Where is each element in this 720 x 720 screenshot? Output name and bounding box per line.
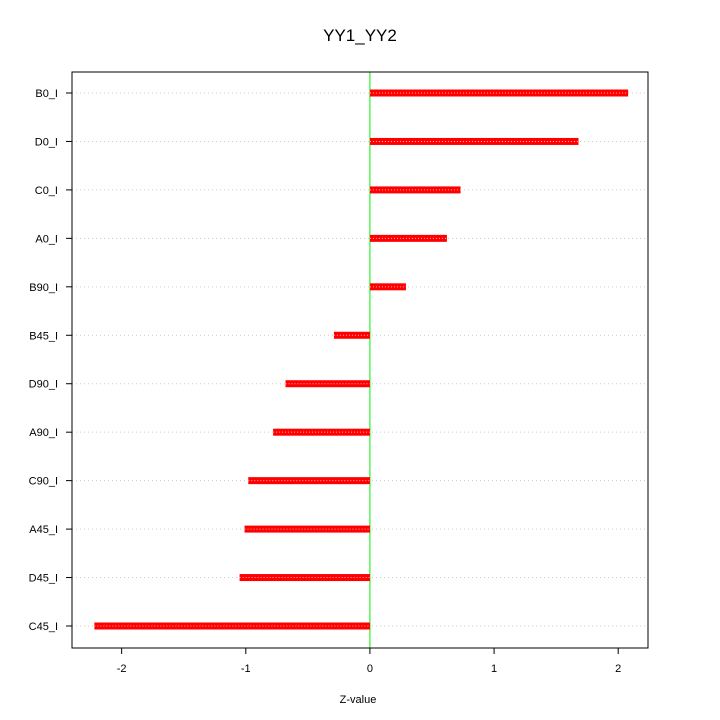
bar-c45-i xyxy=(94,622,370,630)
x-axis: -2 -1 0 1 2 xyxy=(117,648,621,675)
y-axis: B0_I D0_I C0_I A0_I B90_I B45_I D90_I A90_I C90_… xyxy=(29,88,72,633)
x-tick-label: 2 xyxy=(615,663,621,675)
y-tick-label: B45_I xyxy=(29,330,58,342)
plot-frame xyxy=(71,71,649,649)
x-tick-label: -2 xyxy=(117,663,127,675)
y-tick-label: A90_I xyxy=(29,427,58,439)
y-tick-label: D0_I xyxy=(35,136,58,148)
y-tick-label: A45_I xyxy=(29,524,58,536)
bar-a0-i xyxy=(369,234,447,242)
bars xyxy=(94,89,629,630)
bar-a45-i xyxy=(244,525,370,533)
x-axis-title: Z-value xyxy=(340,694,377,706)
bar-d45-i xyxy=(239,574,370,582)
grid-lines xyxy=(72,92,648,627)
x-tick-label: -1 xyxy=(241,663,251,675)
y-tick-label: D45_I xyxy=(29,573,58,585)
y-tick-label: D90_I xyxy=(29,379,58,391)
y-tick-label: A0_I xyxy=(35,233,58,245)
y-tick-label: C0_I xyxy=(35,185,58,197)
y-tick-label: C45_I xyxy=(29,621,58,633)
y-tick-label: B0_I xyxy=(35,88,58,100)
y-tick-label: C90_I xyxy=(29,476,58,488)
x-tick-label: 0 xyxy=(367,663,373,675)
chart-title: YY1_YY2 xyxy=(323,26,397,45)
bar-d0-i xyxy=(369,137,579,145)
y-tick-label: B90_I xyxy=(29,282,58,294)
x-tick-label: 1 xyxy=(491,663,497,675)
